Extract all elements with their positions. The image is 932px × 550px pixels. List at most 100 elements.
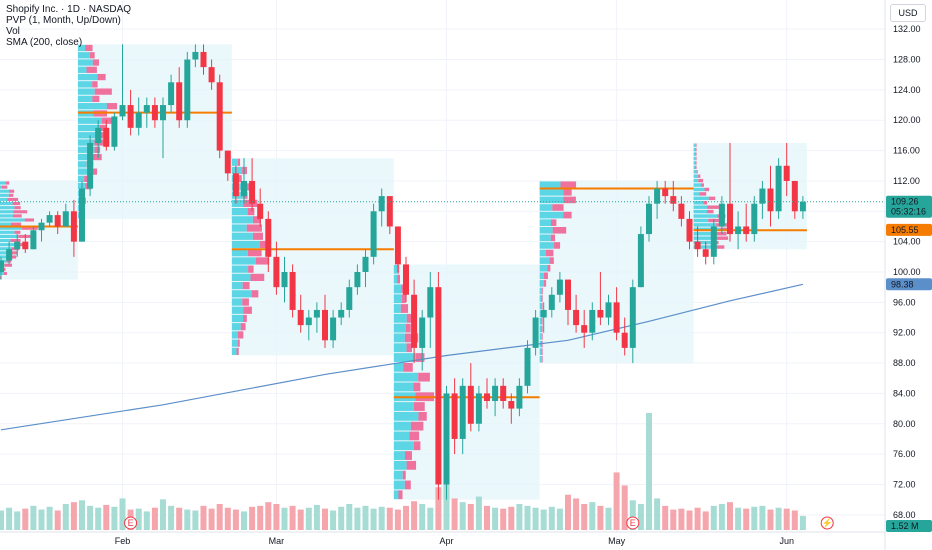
volume-bar <box>775 507 782 530</box>
candle-body <box>176 82 183 121</box>
profile-bar-up <box>0 210 14 214</box>
y-tick-label: 120.00 <box>893 115 921 125</box>
profile-bar-up <box>393 431 410 441</box>
volume-bar <box>411 501 418 530</box>
candle-body <box>548 294 555 310</box>
x-tick-label: Feb <box>115 536 131 546</box>
profile-bar-down <box>5 181 10 185</box>
indicator-sma[interactable]: SMA (200, close) <box>6 37 83 48</box>
profile-bar-up <box>231 249 248 257</box>
symbol-title[interactable]: Shopify Inc. · 1D · NASDAQ <box>6 4 132 15</box>
candle-body <box>38 222 45 231</box>
profile-bar-up <box>539 280 545 287</box>
profile-bar-up <box>693 196 709 201</box>
candle-body <box>216 82 223 151</box>
volume-bar <box>103 504 110 530</box>
profile-bar-down <box>418 411 427 421</box>
volume-bar <box>273 504 280 530</box>
profile-bar-down <box>7 197 19 201</box>
indicator-vol[interactable]: Vol <box>6 26 20 37</box>
y-tick-label: 96.00 <box>893 297 916 307</box>
price-label-bg <box>886 195 932 218</box>
candle-body <box>160 105 166 121</box>
profile-bar-down <box>259 240 270 249</box>
profile-bar-up <box>0 206 15 210</box>
volume-bar <box>281 507 288 530</box>
volume-bar <box>508 506 515 530</box>
profile-bar-down <box>550 234 556 242</box>
profile-bar-down <box>541 302 543 310</box>
price-label-countdown: 05:32:16 <box>891 207 926 217</box>
currency-button[interactable]: USD <box>890 4 926 22</box>
profile-bar-down <box>12 201 21 206</box>
profile-bar-up <box>231 158 238 166</box>
profile-bar-up <box>539 348 542 355</box>
candle-body <box>127 105 134 128</box>
volume-bar <box>686 510 693 530</box>
indicator-pvp[interactable]: PVP (1, Month, Up/Down) <box>6 15 121 26</box>
y-tick-label: 112.00 <box>893 176 920 186</box>
volume-bar <box>459 502 466 530</box>
profile-bar-up <box>77 153 93 161</box>
profile-bar-up <box>0 255 12 259</box>
profile-bar-up <box>693 187 705 192</box>
volume-bar <box>565 494 571 530</box>
profile-bar-up <box>77 88 95 95</box>
candle-body <box>22 241 29 250</box>
profile-bar-up <box>393 274 398 284</box>
profile-bar-down <box>708 218 722 223</box>
y-tick-label: 88.00 <box>893 358 916 368</box>
profile-bar-up <box>77 146 95 153</box>
candle-body <box>330 317 337 341</box>
y-tick-label: 128.00 <box>893 55 921 65</box>
candle-body <box>232 173 239 197</box>
candle-body <box>87 143 94 189</box>
volume-bar <box>597 505 604 530</box>
candle-body <box>370 211 377 257</box>
candle-body <box>378 196 385 212</box>
volume-bar <box>735 507 742 530</box>
profile-bar-up <box>0 193 9 197</box>
profile-bar-up <box>393 470 403 480</box>
candle-body <box>151 105 158 121</box>
candle-body <box>759 188 766 204</box>
profile-bar-down <box>3 271 7 275</box>
profile-bar-down <box>247 208 255 216</box>
volume-bar <box>710 505 717 530</box>
volume-bar <box>670 509 677 530</box>
candle-body <box>516 385 523 409</box>
profile-bar-up <box>393 411 419 421</box>
profile-bar-up <box>77 81 93 88</box>
volume-bar <box>484 505 490 530</box>
profile-bar-down <box>406 313 412 323</box>
candle-body <box>403 264 409 295</box>
volume-bar <box>14 511 21 530</box>
profile-bar-down <box>541 348 543 355</box>
profile-bar-down <box>406 343 412 353</box>
volume-bar <box>160 499 166 530</box>
profile-bar-up <box>231 216 253 224</box>
candle-body <box>427 287 434 318</box>
candle-body <box>200 51 207 68</box>
volume-bar <box>0 510 4 530</box>
candle-body <box>484 393 490 401</box>
profile-bar-up <box>539 204 553 211</box>
price-axis-bg <box>885 0 932 550</box>
profile-bar-down <box>13 210 28 214</box>
profile-bar-up <box>393 313 407 323</box>
volume-bar <box>6 507 13 530</box>
profile-bar-up <box>393 294 402 304</box>
candle-body <box>249 180 256 204</box>
candle-body <box>694 241 701 250</box>
profile-bar-up <box>539 272 544 280</box>
profile-bar-down <box>416 353 425 362</box>
profile-bar-up <box>539 295 542 302</box>
candle-body <box>338 309 345 318</box>
candle-body <box>565 279 571 310</box>
candle-body <box>540 309 547 318</box>
volume-bar <box>556 508 563 530</box>
candle-body <box>718 203 725 227</box>
candle-body <box>297 309 304 326</box>
profile-bar-down <box>14 230 21 234</box>
